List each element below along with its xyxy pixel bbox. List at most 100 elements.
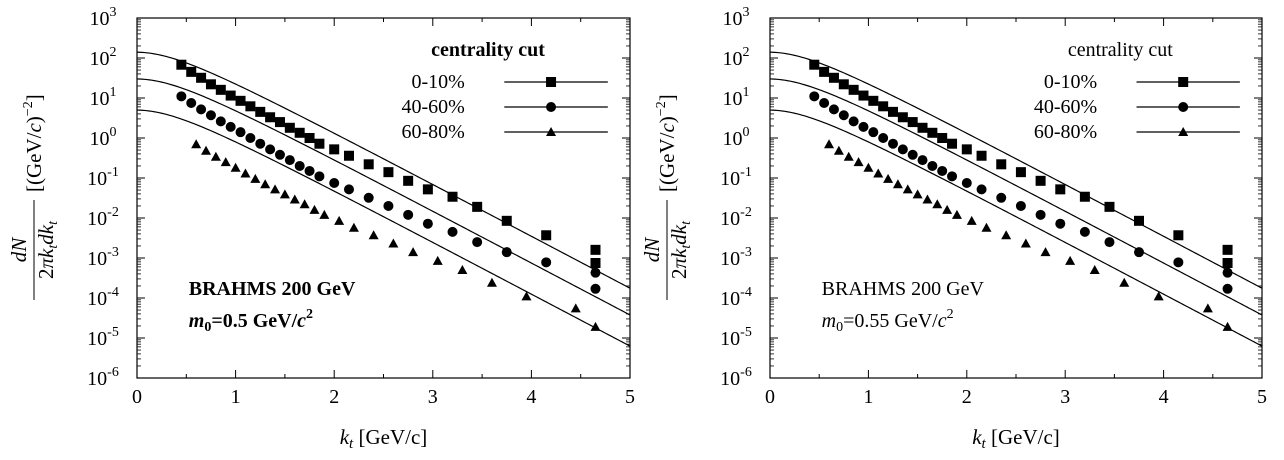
data-point	[250, 173, 261, 183]
data-point	[1134, 247, 1144, 258]
data-point	[235, 127, 246, 138]
annotation-mass: m0=0.5 GeV/c2	[189, 307, 313, 335]
data-point	[201, 145, 212, 155]
y-tick-label: 10-1	[720, 165, 752, 190]
data-point	[932, 199, 943, 209]
data-point	[1222, 321, 1233, 331]
data-point	[902, 184, 913, 194]
data-point	[873, 168, 884, 178]
data-point	[289, 194, 300, 204]
data-point	[314, 138, 325, 149]
legend-label: 0-10%	[412, 71, 465, 93]
fit-curve	[770, 109, 1262, 347]
y-label-units: [(GeV/c)−2]	[654, 94, 679, 192]
data-point	[590, 257, 601, 268]
data-point	[274, 149, 285, 160]
data-point	[348, 222, 359, 232]
data-point	[1079, 191, 1090, 202]
y-label-units: [(GeV/c)−2]	[21, 94, 46, 192]
data-point	[996, 192, 1007, 203]
legend-title: centrality cut	[431, 39, 545, 61]
y-tick-label: 10-1	[87, 165, 119, 190]
data-point	[966, 215, 977, 225]
data-point	[976, 150, 987, 161]
data-point	[521, 291, 532, 301]
data-point	[878, 101, 889, 112]
y-tick-label: 102	[723, 45, 750, 70]
y-tick-label: 10-4	[87, 285, 119, 310]
data-point	[191, 139, 202, 149]
legend-label: 40-60%	[1034, 96, 1097, 118]
data-point	[334, 215, 345, 225]
data-point	[1079, 226, 1090, 237]
data-point	[299, 199, 310, 209]
y-tick-label: 10-5	[720, 325, 752, 350]
data-point	[176, 59, 187, 70]
data-point	[1104, 237, 1115, 248]
data-point	[270, 184, 281, 194]
data-point	[828, 72, 839, 83]
y-tick-label: 101	[90, 85, 117, 110]
data-point	[304, 133, 315, 143]
fit-curve	[137, 51, 630, 289]
data-point	[897, 112, 908, 123]
data-point	[590, 267, 601, 278]
fit-curve	[137, 78, 630, 316]
data-point	[1055, 218, 1066, 229]
y-tick-label: 10-4	[720, 285, 752, 310]
data-point	[265, 112, 276, 123]
fit-curve	[770, 51, 1262, 289]
data-point	[892, 179, 903, 189]
data-point	[1015, 167, 1026, 178]
annotation: BRAHMS 200 GeV m0=0.5 GeV/c2	[189, 278, 356, 335]
data-point	[472, 201, 483, 212]
data-point	[176, 91, 187, 102]
x-tick-label: 3	[1060, 386, 1070, 408]
data-point	[1202, 303, 1213, 313]
data-point	[912, 189, 923, 199]
data-point	[472, 237, 483, 248]
y-label-denominator: 2πktdkt	[34, 220, 61, 279]
data-point	[196, 104, 207, 115]
data-point	[329, 177, 340, 188]
y-tick-label: 103	[90, 5, 117, 30]
data-point	[1222, 244, 1233, 255]
series-3	[770, 109, 1262, 347]
data-point	[937, 165, 948, 176]
legend-marker	[546, 77, 557, 87]
data-point	[383, 200, 394, 211]
y-tick-label: 100	[90, 125, 117, 150]
data-point	[1222, 283, 1233, 294]
series-1	[770, 51, 1262, 289]
data-point	[447, 226, 458, 237]
data-point	[590, 283, 601, 294]
data-point	[403, 209, 414, 220]
data-point	[363, 192, 374, 203]
x-tick-label: 4	[1159, 386, 1169, 408]
data-point	[215, 84, 226, 95]
data-point	[422, 218, 433, 229]
data-point	[363, 159, 374, 170]
data-point	[907, 117, 918, 128]
data-point	[501, 247, 512, 258]
x-tick-label: 0	[132, 386, 142, 408]
data-point	[838, 110, 849, 121]
series-3	[137, 109, 630, 347]
y-tick-label: 103	[723, 5, 750, 30]
data-point	[1222, 257, 1233, 268]
legend-marker	[1178, 77, 1189, 87]
data-point	[927, 127, 938, 138]
y-tick-label: 101	[723, 85, 750, 110]
data-point	[897, 144, 908, 155]
data-point	[1173, 230, 1184, 241]
data-point	[1222, 267, 1233, 278]
data-point	[863, 162, 874, 172]
y-tick-label: 10-6	[87, 365, 119, 390]
data-point	[907, 149, 918, 160]
x-axis-label: kt [GeV/c]	[972, 425, 1060, 452]
data-point	[853, 157, 864, 167]
data-point	[274, 117, 285, 128]
y-label-numerator: dN	[7, 237, 31, 263]
data-point	[240, 168, 251, 178]
